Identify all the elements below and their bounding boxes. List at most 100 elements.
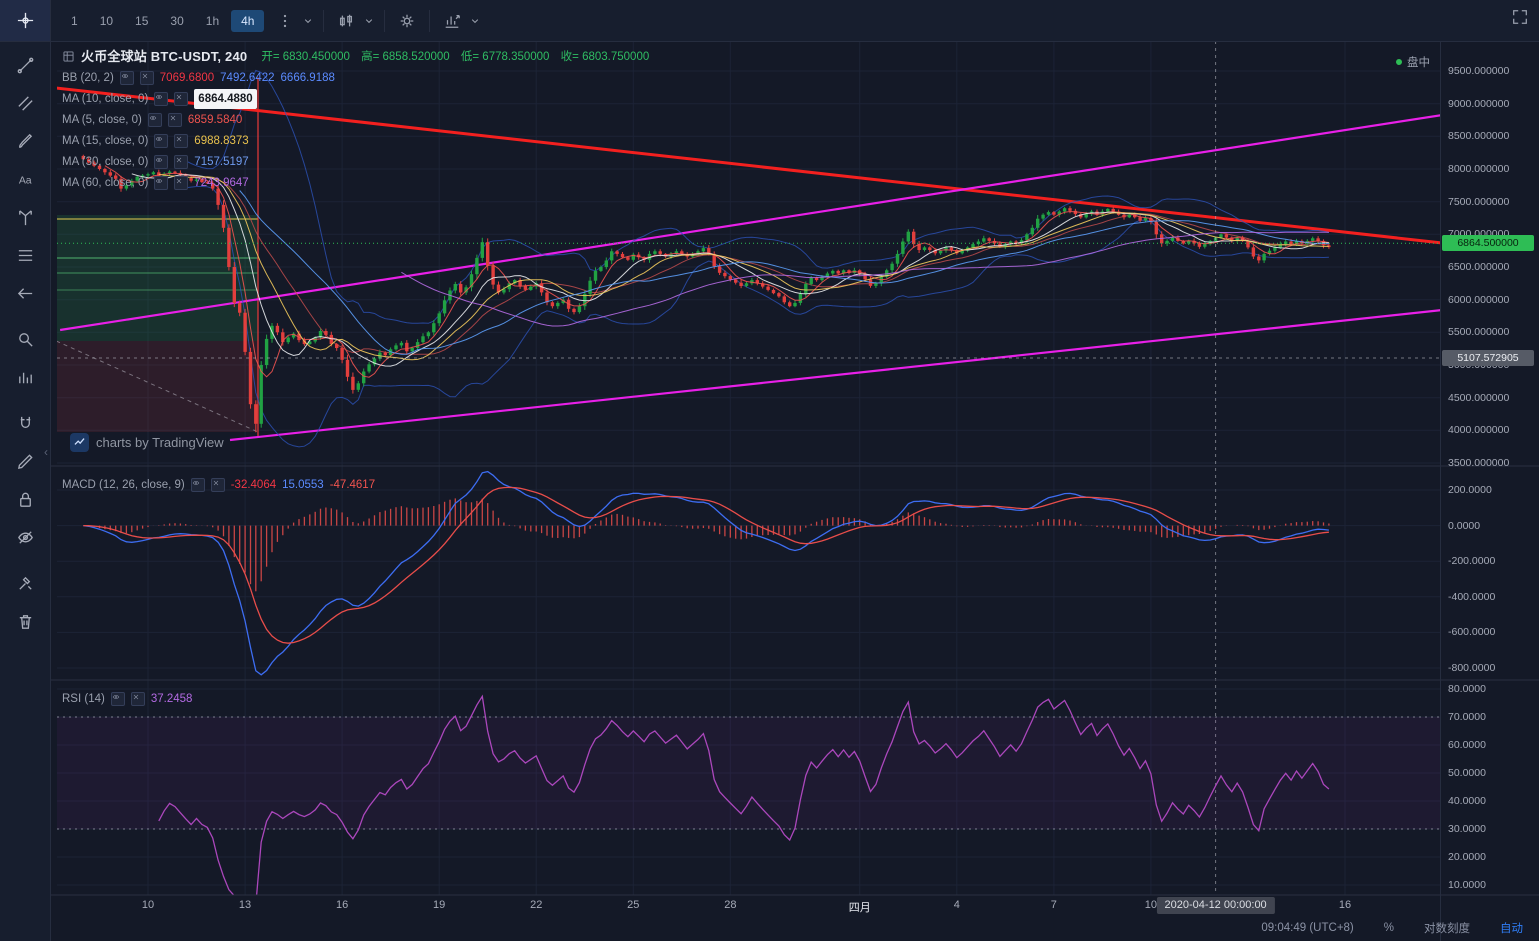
indicator-0-eye-button[interactable] (119, 70, 134, 85)
close-icon (170, 115, 176, 120)
user-drawings[interactable] (56, 77, 1442, 442)
tool-bar-pattern[interactable] (7, 360, 43, 394)
eye-icon (156, 136, 163, 141)
rsi-close-button[interactable] (130, 691, 145, 706)
eye-icon (121, 73, 128, 78)
indicator-1-eye-button[interactable] (154, 91, 169, 106)
indicator-3-eye-button[interactable] (154, 133, 169, 148)
indicator-4-close-button[interactable] (174, 154, 189, 169)
indicator-5-close-button[interactable] (174, 175, 189, 190)
time-axis-label: 25 (627, 899, 640, 911)
percent-scale-button[interactable]: % (1383, 922, 1394, 934)
tool-trash[interactable] (7, 604, 43, 638)
time-axis-label: 7 (1050, 899, 1057, 911)
tool-fib-retracement[interactable] (7, 238, 43, 272)
indicator-3-row: MA (15, close, 0) 6988.8373 (62, 130, 649, 151)
interval-button-1h[interactable]: 1h (205, 13, 220, 28)
indicator-3-close-button[interactable] (174, 133, 189, 148)
tool-parallel-channel[interactable] (7, 86, 43, 120)
chart-legend: 火币全球站 BTC-USDT, 240 开= 6830.450000 高= 68… (62, 46, 649, 193)
kebab-icon (284, 14, 287, 27)
gear-icon (401, 14, 414, 27)
low-value: 低= 6778.350000 (460, 50, 550, 63)
price-axis[interactable]: 9500.000000 9000.000000 8500.000000 8000.00… (1440, 0, 1539, 941)
trendline-channel-upper (59, 114, 1440, 332)
indicator-4-eye-button[interactable] (154, 154, 169, 169)
symbol-title[interactable]: 火币全球站 BTC-USDT, 240 (81, 48, 248, 64)
interval-button-4h[interactable]: 4h (231, 9, 265, 32)
indicator-0-close-button[interactable] (139, 70, 154, 85)
indicator-4-label: MA (30, close, 0) (62, 155, 149, 168)
gear-button[interactable] (394, 8, 420, 34)
indicator-3-value-0: 6988.8373 (194, 134, 249, 147)
log-scale-button[interactable]: 对数刻度 (1424, 923, 1470, 935)
tool-pencil[interactable] (7, 444, 43, 478)
macd-eye-button[interactable] (190, 477, 205, 492)
indicator-1-close-button[interactable] (174, 91, 189, 106)
tools-icon (18, 576, 32, 590)
tool-arrow-left[interactable] (7, 276, 43, 310)
indicators-button[interactable] (439, 8, 465, 34)
crosshair-tool-button[interactable] (0, 0, 51, 41)
magnet-icon (20, 416, 30, 428)
watermark-text: charts by TradingView (96, 435, 224, 450)
indicator-2-eye-button[interactable] (147, 112, 162, 127)
close-icon (133, 694, 139, 699)
indicators-icon (446, 14, 461, 28)
indicator-2-row: MA (5, close, 0) 6859.5840 (62, 109, 649, 130)
market-open-dot-icon (1396, 59, 1402, 65)
indicator-0-value-1: 7492.6422 (220, 71, 275, 84)
tool-eye-off[interactable] (7, 520, 43, 554)
ohlc-values: 开= 6830.450000 高= 6858.520000 低= 6778.35… (253, 47, 649, 67)
macd-close-button[interactable] (210, 477, 225, 492)
auto-scale-button[interactable]: 自动 (1500, 923, 1523, 935)
toolbar-collapse-handle[interactable]: ‹ (44, 445, 48, 459)
time-axis-label: 四月 (848, 902, 871, 914)
interval-button-15[interactable]: 15 (135, 13, 149, 28)
tool-pitchfork[interactable] (7, 200, 43, 234)
time-axis-label: 10 (1144, 899, 1158, 911)
interval-group: 1 10 15 30 1h 4h (61, 9, 265, 32)
price-axis-label: 6000.000000 (1448, 293, 1510, 306)
tool-magnet[interactable] (7, 406, 43, 440)
clock[interactable]: 09:04:49 (UTC+8) (1261, 922, 1354, 934)
tool-text[interactable]: Aa (7, 162, 43, 196)
candles-button[interactable] (333, 8, 359, 34)
tool-lock[interactable] (7, 482, 43, 516)
kebab-button[interactable] (272, 8, 298, 34)
interval-button-1[interactable]: 1 (71, 13, 78, 28)
price-axis-label: 8000.000000 (1448, 163, 1510, 175)
eye-icon (112, 694, 119, 699)
tool-tools[interactable] (7, 566, 43, 600)
interval-button-30[interactable]: 30 (170, 13, 184, 28)
tool-brush[interactable] (7, 124, 43, 158)
candles-icon (340, 14, 353, 26)
close-icon (213, 480, 218, 485)
chevron-down-button[interactable] (467, 8, 483, 34)
close-icon (177, 157, 182, 162)
rsi-eye-button[interactable] (110, 691, 125, 706)
tool-zoom[interactable] (7, 322, 43, 356)
legend-collapse-icon[interactable] (62, 50, 75, 63)
chevron-down-button[interactable] (300, 8, 316, 34)
fullscreen-button[interactable] (1511, 8, 1529, 26)
bar-pattern-icon (18, 372, 32, 383)
trash-icon (19, 614, 31, 629)
indicator-5-eye-button[interactable] (154, 175, 169, 190)
indicator-2-close-button[interactable] (167, 112, 182, 127)
time-axis-label: 19 (433, 899, 446, 911)
text-icon: Aa (18, 175, 31, 186)
trendline-descending-resistance (57, 86, 1440, 245)
rsi-axis-label: 70.0000 (1448, 711, 1486, 723)
fib-retracement-icon (18, 249, 32, 261)
rsi-label: RSI (14) (62, 692, 105, 705)
pane-separators[interactable] (0, 465, 1539, 896)
rsi-axis-label: 80.0000 (1448, 683, 1486, 695)
tool-trend-line[interactable] (7, 48, 43, 82)
toolbar-separator (323, 9, 325, 32)
chevron-down-button[interactable] (361, 8, 377, 34)
indicator-1-row: MA (10, close, 0) 6864.4880 (62, 88, 649, 109)
interval-button-10[interactable]: 10 (99, 13, 114, 28)
tradingview-watermark[interactable]: charts by TradingView (70, 433, 224, 452)
